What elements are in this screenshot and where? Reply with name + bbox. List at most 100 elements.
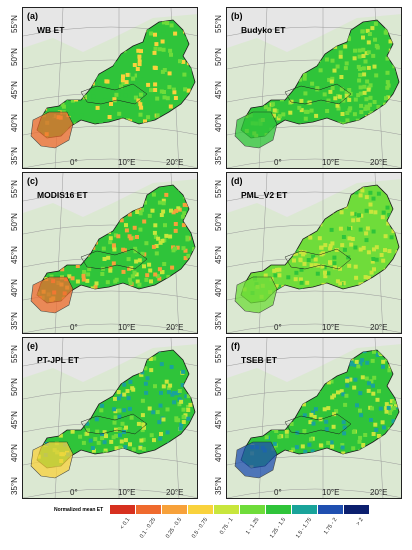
lat-tick-label: 35°N	[10, 312, 19, 330]
lat-tick-label: 35°N	[214, 312, 223, 330]
map-panel-d: (d) PML_V2 ET	[226, 172, 402, 334]
lat-tick-label: 45°N	[10, 246, 19, 264]
legend-swatch	[292, 505, 318, 514]
panel-letter: (c)	[27, 176, 38, 186]
panel-title: PML_V2 ET	[241, 190, 288, 200]
panel-letter: (b)	[231, 11, 243, 21]
legend-swatch	[136, 505, 162, 514]
map-panel-b: (b) Budyko ET	[226, 7, 402, 169]
lat-tick-label: 55°N	[10, 345, 19, 363]
legend-label: < 0.1	[118, 517, 131, 531]
sub-basin-boundary	[284, 413, 352, 435]
legend-label: 0.25 - 0.5	[164, 517, 183, 540]
legend-swatch	[110, 505, 136, 514]
panel-title: WB ET	[37, 25, 65, 35]
lat-tick-label: 35°N	[214, 147, 223, 165]
legend-swatch	[240, 505, 266, 514]
legend-swatch	[188, 505, 214, 514]
lat-tick-label: 50°N	[10, 213, 19, 231]
map-canvas	[227, 173, 401, 333]
graticule-line	[227, 158, 401, 168]
map-canvas	[23, 338, 197, 498]
lat-tick-label: 40°N	[214, 444, 223, 462]
lon-tick-label: 20°E	[166, 323, 184, 332]
legend-label: 1.25 - 1.5	[268, 517, 287, 540]
lat-tick-label: 45°N	[214, 411, 223, 429]
map-canvas	[23, 173, 197, 333]
lat-tick-label: 50°N	[10, 378, 19, 396]
lat-tick-label: 40°N	[214, 279, 223, 297]
panel-title: PT-JPL ET	[37, 355, 79, 365]
lat-tick-label: 50°N	[214, 213, 223, 231]
iberia-region	[30, 111, 74, 149]
lon-tick-label: 0°	[274, 323, 282, 332]
map-panel-f: (f) TSEB ET	[226, 337, 402, 499]
iberia-region	[30, 441, 74, 479]
lon-tick-label: 0°	[70, 158, 78, 167]
lon-tick-label: 20°E	[166, 488, 184, 497]
sub-basin-boundary	[284, 248, 352, 270]
sub-basin-boundary	[80, 413, 148, 435]
iberia-region	[234, 111, 278, 149]
lon-tick-label: 20°E	[166, 158, 184, 167]
legend-label: 1 - 1.25	[245, 517, 261, 536]
legend-label: 0.75 - 1	[219, 517, 235, 536]
map-canvas	[227, 8, 401, 168]
lon-tick-label: 10°E	[322, 323, 340, 332]
lat-tick-label: 45°N	[214, 246, 223, 264]
lon-tick-label: 10°E	[322, 158, 340, 167]
lat-tick-label: 40°N	[10, 279, 19, 297]
iberia-region	[234, 441, 278, 479]
map-canvas	[227, 338, 401, 498]
lon-tick-label: 20°E	[370, 323, 388, 332]
legend-swatch	[266, 505, 292, 514]
lon-tick-label: 20°E	[370, 158, 388, 167]
panel-letter: (f)	[231, 341, 240, 351]
lat-tick-label: 50°N	[214, 48, 223, 66]
panel-letter: (e)	[27, 341, 38, 351]
lon-tick-label: 0°	[70, 488, 78, 497]
iberia-region	[30, 276, 74, 314]
legend-color-bar	[110, 505, 370, 514]
lat-tick-label: 45°N	[214, 81, 223, 99]
graticule-line	[227, 488, 401, 498]
lon-tick-label: 10°E	[118, 488, 136, 497]
lat-tick-label: 55°N	[214, 180, 223, 198]
sub-basin-boundary	[80, 248, 148, 270]
map-panel-a: (a) WB ET	[22, 7, 198, 169]
panel-title: TSEB ET	[241, 355, 277, 365]
graticule-line	[23, 488, 197, 498]
lat-tick-label: 45°N	[10, 411, 19, 429]
legend-swatch	[214, 505, 240, 514]
lat-tick-label: 40°N	[10, 114, 19, 132]
panel-letter: (d)	[231, 176, 243, 186]
lat-tick-label: 50°N	[214, 378, 223, 396]
legend-swatch	[318, 505, 344, 514]
graticule-line	[23, 323, 197, 333]
lat-tick-label: 55°N	[10, 180, 19, 198]
panel-letter: (a)	[27, 11, 38, 21]
map-canvas	[23, 8, 197, 168]
lat-tick-label: 35°N	[214, 477, 223, 495]
lat-tick-label: 55°N	[214, 345, 223, 363]
lon-tick-label: 20°E	[370, 488, 388, 497]
lon-tick-label: 0°	[274, 488, 282, 497]
lon-tick-label: 0°	[70, 323, 78, 332]
lon-tick-label: 10°E	[118, 158, 136, 167]
lon-tick-label: 10°E	[118, 323, 136, 332]
legend-title: Normalized mean ET	[54, 507, 104, 513]
legend-label: 0.1 - 0.25	[138, 517, 157, 540]
legend-swatch	[344, 505, 370, 514]
lat-tick-label: 55°N	[214, 15, 223, 33]
legend-label: 0.5 - 0.75	[190, 517, 209, 540]
lat-tick-label: 40°N	[214, 114, 223, 132]
panel-title: MODIS16 ET	[37, 190, 88, 200]
lat-tick-label: 45°N	[10, 81, 19, 99]
legend-swatch	[162, 505, 188, 514]
map-panel-e: (e) PT-JPL ET	[22, 337, 198, 499]
legend-label: 1.75 - 2	[323, 517, 339, 536]
map-panel-c: (c) MODIS16 ET	[22, 172, 198, 334]
lat-tick-label: 40°N	[10, 444, 19, 462]
sub-basin-boundary	[284, 83, 352, 105]
lat-tick-label: 50°N	[10, 48, 19, 66]
